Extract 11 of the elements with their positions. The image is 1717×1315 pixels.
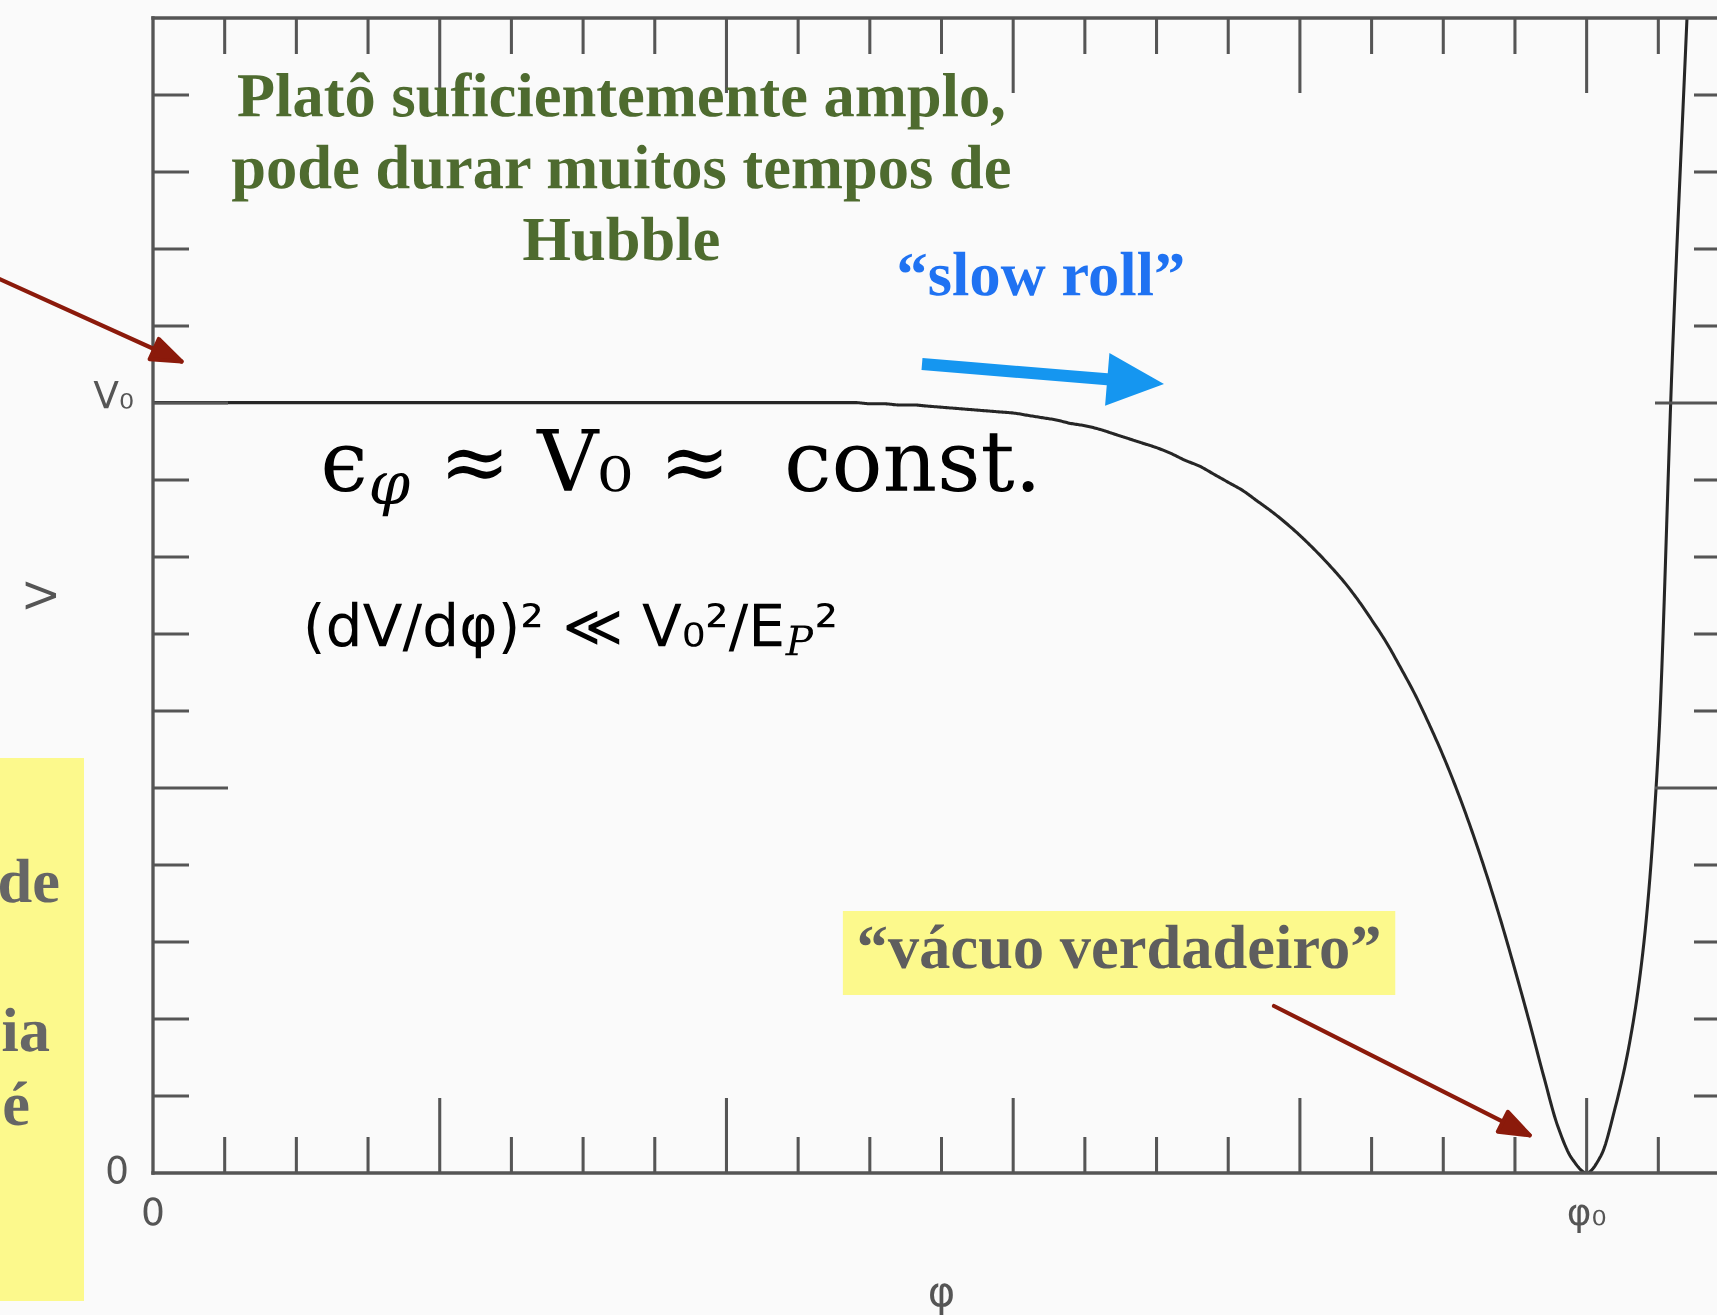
x-tick-label: φ₀ (1568, 1204, 1606, 1233)
text: de (0, 858, 59, 903)
text: 0 (107, 1155, 127, 1184)
x-axis-title: φ (930, 1283, 953, 1315)
text: V₀ (93, 381, 133, 409)
annotation: ϵ$_{φ}$ ≈ V₀ ≈ const. (324, 429, 1034, 517)
annotation: (dV/dφ)² ≪ V₀²/E$_{P}$² (307, 601, 835, 659)
annotation: “vácuo verdadeiro” (859, 924, 1379, 969)
y-axis-title: V (25, 581, 57, 610)
text: é (4, 1081, 29, 1126)
text: ia (2, 1007, 50, 1052)
